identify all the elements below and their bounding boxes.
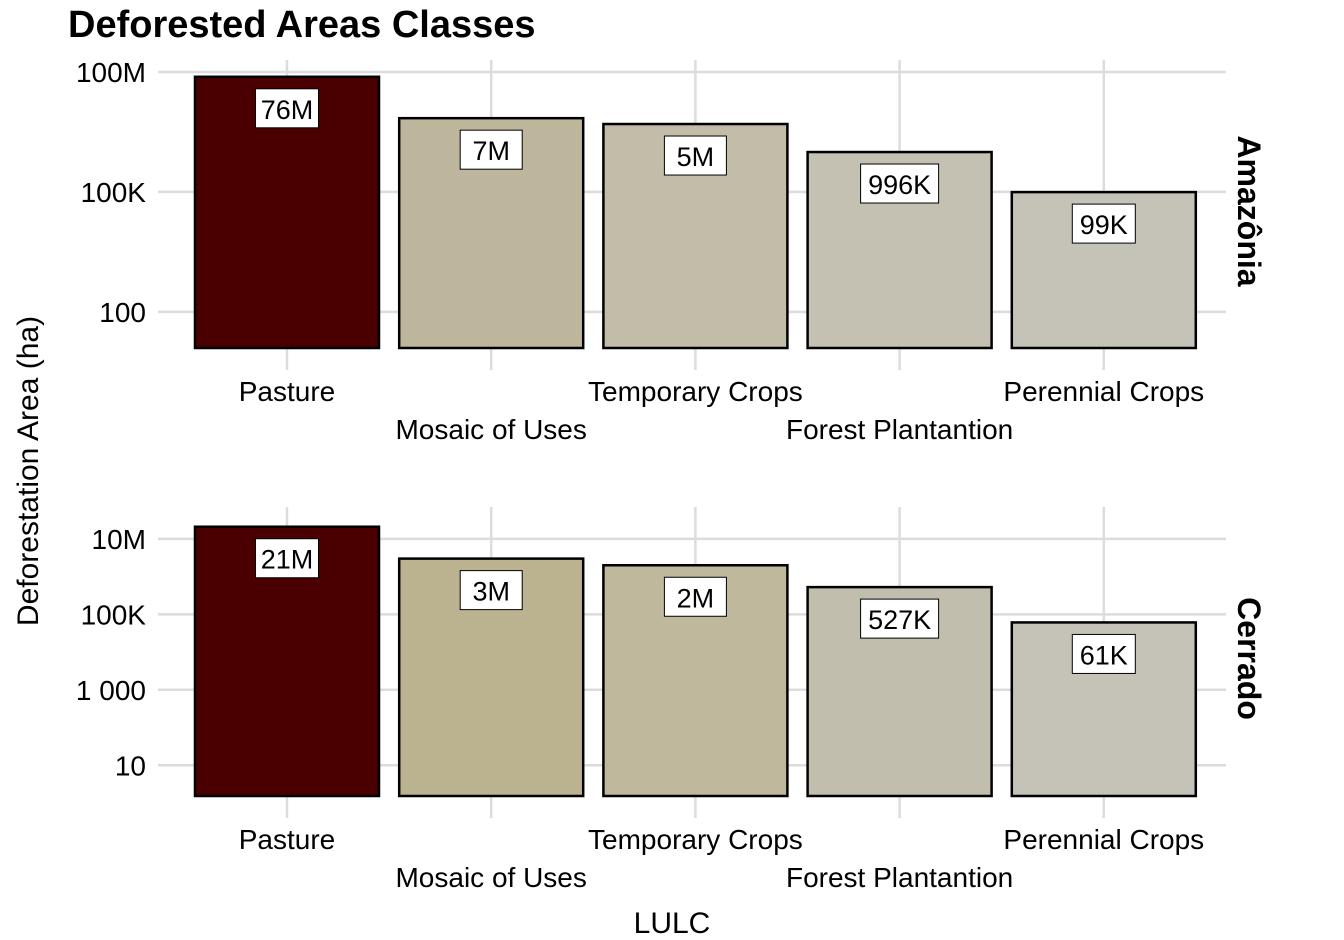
x-tick-label: Pasture (239, 824, 336, 855)
x-tick-label: Mosaic of Uses (395, 862, 586, 893)
data-label-box (1071, 203, 1136, 244)
data-label-box (663, 135, 727, 176)
y-tick-label: 100K (81, 177, 147, 208)
data-label-box (663, 576, 727, 617)
data-label: 76M (261, 95, 314, 125)
data-label: 61K (1080, 640, 1128, 670)
y-tick-label: 100M (76, 57, 146, 88)
y-tick-label: 10M (92, 524, 146, 555)
x-tick-label: Perennial Crops (1003, 376, 1204, 407)
x-tick-label: Mosaic of Uses (395, 414, 586, 445)
data-label: 996K (868, 170, 931, 200)
x-tick-label: Temporary Crops (588, 376, 803, 407)
data-label: 21M (261, 545, 314, 575)
data-label-box (860, 598, 940, 639)
data-label-box (1071, 633, 1136, 674)
data-label-box (459, 570, 523, 611)
bar (806, 150, 993, 350)
y-tick-label: 100 (99, 297, 146, 328)
data-label: 2M (677, 583, 715, 613)
data-label: 527K (868, 605, 931, 635)
chart-title: Deforested Areas Classes (68, 4, 536, 46)
facet-strip-label: Cerrado (1231, 597, 1267, 720)
y-axis-title: Deforestation Area (ha) (12, 316, 45, 626)
data-label: 5M (677, 142, 715, 172)
y-tick-label: 10 (115, 750, 146, 781)
data-label-box (255, 88, 319, 129)
data-label: 7M (472, 136, 510, 166)
data-label: 99K (1080, 210, 1128, 240)
panel-cerrado: 10 1 000 100K 10M 21M 3M 2M 527K 61K Pasture Mosai… (76, 507, 1267, 893)
x-tick-label: Temporary Crops (588, 824, 803, 855)
facet-strip-label: Amazônia (1231, 135, 1267, 286)
data-label: 3M (472, 577, 510, 607)
data-label-box (255, 538, 319, 579)
x-axis-title: LULC (634, 907, 711, 940)
y-tick-label: 100K (81, 599, 147, 630)
data-label-box (860, 163, 940, 204)
x-tick-label: Forest Plantantion (786, 862, 1013, 893)
data-label-box (459, 129, 523, 170)
panels-layer: 100 100K 100M 76M 7M 5M 996K 99K Pasture Mosaic o… (76, 57, 1267, 893)
y-tick-label: 1 000 (76, 675, 146, 706)
x-tick-label: Perennial Crops (1003, 824, 1204, 855)
x-tick-label: Pasture (239, 376, 336, 407)
panel-amaznia: 100 100K 100M 76M 7M 5M 996K 99K Pasture Mosaic o… (76, 57, 1267, 445)
x-tick-label: Forest Plantantion (786, 414, 1013, 445)
